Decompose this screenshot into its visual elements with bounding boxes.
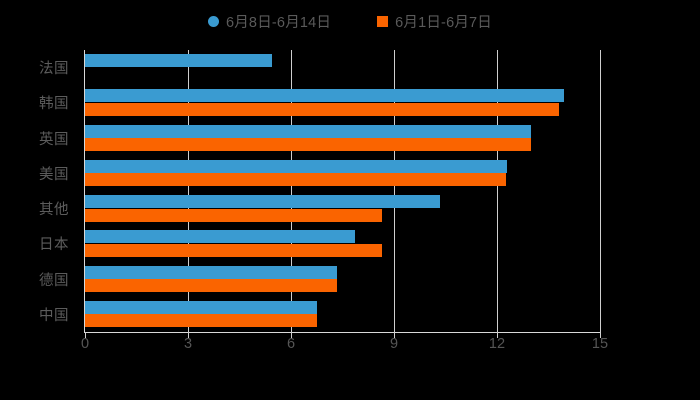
x-axis-tick-label: 0 bbox=[80, 336, 90, 352]
gridline bbox=[600, 50, 602, 332]
bar-series-1[interactable] bbox=[85, 230, 355, 244]
legend-label-series-1: 6月8日-6月14日 bbox=[225, 14, 332, 31]
bar-group bbox=[85, 85, 600, 120]
gridline bbox=[291, 50, 293, 332]
bar-series-1[interactable] bbox=[85, 195, 441, 208]
x-axis-tick-label: 3 bbox=[183, 336, 193, 352]
bar-rows bbox=[85, 50, 600, 332]
bar-series-1[interactable] bbox=[85, 54, 273, 67]
y-axis-label: 其他 bbox=[39, 202, 69, 219]
y-axis-label: 中国 bbox=[39, 307, 69, 324]
chart-legend: 6月8日-6月14日 6月1日-6月7日 bbox=[0, 8, 700, 34]
bar-series-1[interactable] bbox=[85, 124, 532, 138]
tick-mark bbox=[600, 332, 602, 338]
gridline bbox=[188, 50, 190, 332]
x-axis-tick-label: 9 bbox=[389, 336, 399, 352]
bar-series-2[interactable] bbox=[85, 173, 506, 187]
bar-group bbox=[85, 297, 600, 332]
y-axis-line bbox=[84, 50, 86, 332]
gridline bbox=[497, 50, 499, 332]
x-axis-tick-labels: 0 3 6 9 12 15 bbox=[0, 336, 700, 358]
y-axis-label: 法国 bbox=[39, 61, 69, 78]
bar-group bbox=[85, 50, 600, 85]
bar-series-1[interactable] bbox=[85, 300, 317, 314]
bar-series-1[interactable] bbox=[85, 89, 564, 103]
bar-group bbox=[85, 191, 600, 226]
y-axis-label: 日本 bbox=[39, 237, 69, 254]
legend-item-series-1[interactable]: 6月8日-6月14日 bbox=[207, 11, 332, 32]
legend-item-series-2[interactable]: 6月1日-6月7日 bbox=[377, 11, 492, 32]
x-axis-line bbox=[84, 332, 600, 334]
tick-mark bbox=[85, 332, 87, 338]
x-axis-tick-label: 6 bbox=[286, 336, 296, 352]
tick-mark bbox=[188, 332, 190, 338]
bar-series-2[interactable] bbox=[85, 208, 382, 222]
y-axis-label: 德国 bbox=[39, 272, 69, 289]
bar-series-1[interactable] bbox=[85, 265, 338, 279]
bar-series-2[interactable] bbox=[85, 279, 338, 292]
plot-area bbox=[84, 50, 602, 338]
tick-mark bbox=[291, 332, 293, 338]
bar-series-2[interactable] bbox=[85, 102, 559, 116]
bar-group bbox=[85, 156, 600, 191]
bar-group bbox=[85, 121, 600, 156]
bar-series-2[interactable] bbox=[85, 314, 317, 328]
bar-group bbox=[85, 262, 600, 297]
bar-series-2[interactable] bbox=[85, 138, 532, 151]
tick-mark bbox=[497, 332, 499, 338]
legend-circle-marker-icon bbox=[207, 15, 219, 27]
y-axis-label: 美国 bbox=[39, 166, 69, 183]
x-axis-tick-label: 12 bbox=[488, 336, 506, 352]
x-axis-tick-label: 15 bbox=[591, 336, 609, 352]
y-axis-label: 英国 bbox=[39, 131, 69, 148]
bar-group bbox=[85, 226, 600, 261]
legend-square-marker-icon bbox=[377, 15, 389, 27]
legend-label-series-2: 6月1日-6月7日 bbox=[395, 14, 493, 31]
gridline bbox=[394, 50, 396, 332]
y-axis-labels: 法国 韩国 英国 美国 其他 日本 德国 中国 bbox=[0, 50, 78, 332]
bar-series-1[interactable] bbox=[85, 159, 508, 173]
y-axis-label: 韩国 bbox=[39, 96, 69, 113]
tick-mark bbox=[394, 332, 396, 338]
bar-series-2[interactable] bbox=[85, 243, 382, 257]
